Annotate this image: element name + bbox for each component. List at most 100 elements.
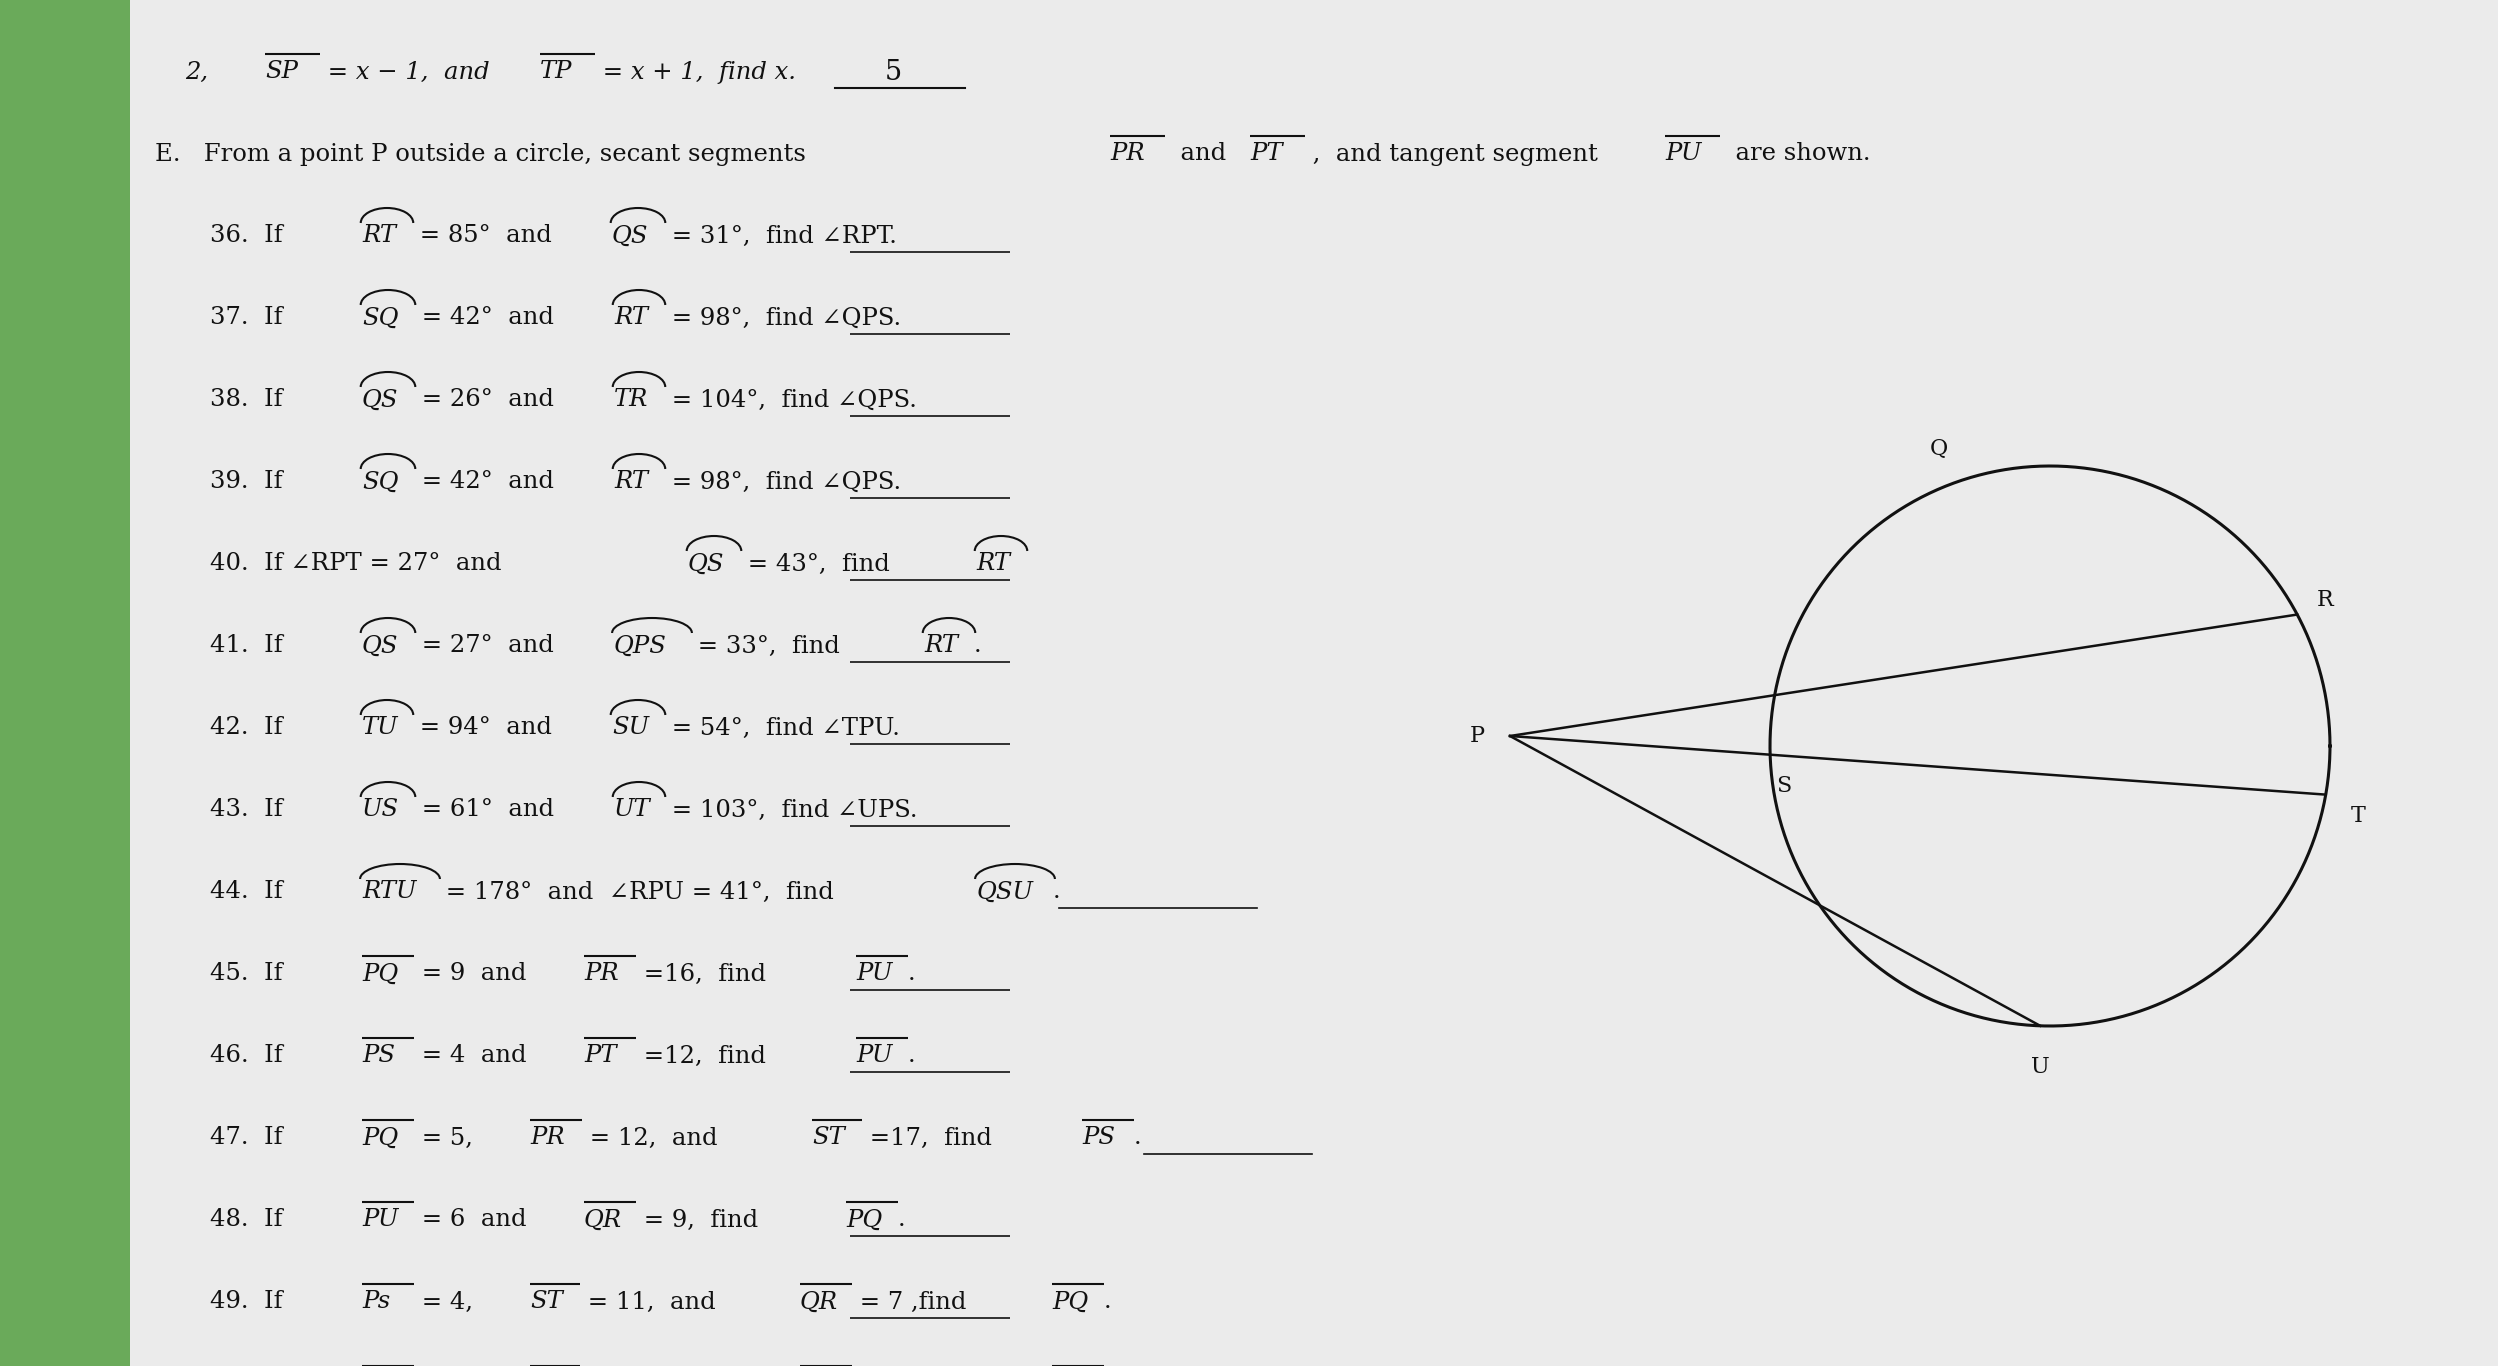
Text: Ps: Ps [362,1291,390,1314]
Text: PS: PS [1082,1127,1114,1150]
Text: ST: ST [812,1127,844,1150]
Text: = 4,: = 4, [415,1291,490,1314]
Text: and: and [1164,142,1242,165]
Text: PR: PR [1109,142,1144,165]
Text: = 103°,  find ∠UPS.: = 103°, find ∠UPS. [664,799,917,821]
Text: =16,  find: =16, find [637,963,782,985]
Text: PQ: PQ [847,1209,882,1232]
Text: = 12,  and: = 12, and [582,1127,732,1150]
Text: P: P [1469,725,1484,747]
Text: Q: Q [1931,437,1948,460]
Text: 40.  If ∠RPT = 27°  and: 40. If ∠RPT = 27° and [210,552,517,575]
Text: = 61°  and: = 61° and [415,799,570,821]
Text: = 5,: = 5, [415,1127,490,1150]
Text: 44.  If: 44. If [210,881,297,903]
Text: PU: PU [1666,142,1701,165]
Text: = 42°  and: = 42° and [415,306,570,329]
Text: =12,  find: =12, find [637,1045,782,1067]
Text: = 11,  and: = 11, and [580,1291,732,1314]
Text: RT: RT [924,634,959,657]
Text: = 178°  and  ∠RPU = 41°,  find: = 178° and ∠RPU = 41°, find [437,881,849,903]
Bar [0,0,130,1366]
Text: U: U [2031,1056,2048,1078]
Text: QSU: QSU [977,881,1034,903]
Text: 2,: 2, [185,60,225,83]
Text: = 9,  find: = 9, find [637,1209,774,1232]
Text: RT: RT [615,306,647,329]
Text: PQ: PQ [1052,1291,1089,1314]
Text: .: . [1134,1127,1142,1150]
Text: QR: QR [799,1291,839,1314]
Text: = 94°  and: = 94° and [412,717,567,739]
Text: R: R [2318,589,2333,611]
Text: RT: RT [362,224,397,247]
Text: QPS: QPS [615,634,667,657]
Text: 41.  If: 41. If [210,634,297,657]
Text: RTU: RTU [362,881,417,903]
Text: QS: QS [362,388,400,411]
Text: PQ: PQ [362,1127,397,1150]
Text: = 27°  and: = 27° and [415,634,570,657]
Text: E.   From a point P outside a circle, secant segments: E. From a point P outside a circle, seca… [155,142,814,165]
Text: PQ: PQ [362,963,397,985]
Text: UT: UT [615,799,649,821]
Text: PU: PU [362,1209,400,1232]
Text: PU: PU [857,963,892,985]
Text: 39.  If: 39. If [210,470,297,493]
Text: = 4  and: = 4 and [415,1045,542,1067]
Text: QR: QR [585,1209,622,1232]
Text: PT: PT [585,1045,617,1067]
Text: 47.  If: 47. If [210,1127,297,1150]
Text: TU: TU [362,717,400,739]
Text: .: . [907,1045,917,1067]
Text: = 9  and: = 9 and [415,963,542,985]
Text: = 54°,  find ∠TPU.: = 54°, find ∠TPU. [664,717,899,739]
Text: .: . [907,963,917,985]
Text: PR: PR [585,963,620,985]
Text: ,  and tangent segment: , and tangent segment [1304,142,1614,165]
Text: = 43°,  find: = 43°, find [739,552,904,575]
Text: QS: QS [362,634,400,657]
Text: = 98°,  find ∠QPS.: = 98°, find ∠QPS. [664,306,902,329]
Text: PS: PS [362,1045,395,1067]
Text: 37.  If: 37. If [210,306,297,329]
Text: T: T [2351,805,2366,826]
Text: RT: RT [615,470,647,493]
Text: = 31°,  find ∠RPT.: = 31°, find ∠RPT. [664,224,897,247]
Text: SQ: SQ [362,470,400,493]
Text: = 42°  and: = 42° and [415,470,570,493]
Text: S: S [1776,776,1791,798]
Text: = 7 ,find: = 7 ,find [852,1291,982,1314]
Text: TR: TR [615,388,649,411]
Text: .: . [1104,1291,1112,1314]
Text: = 6  and: = 6 and [415,1209,542,1232]
Text: .: . [897,1209,907,1232]
Text: PR: PR [530,1127,565,1150]
Text: 5: 5 [884,59,902,86]
Text: US: US [362,799,400,821]
Text: .: . [974,634,982,657]
Text: 38.  If: 38. If [210,388,297,411]
Text: PU: PU [857,1045,892,1067]
Text: SP: SP [265,60,297,83]
Text: are shown.: are shown. [1721,142,1871,165]
Text: PT: PT [1249,142,1281,165]
Text: 36.  If: 36. If [210,224,297,247]
Text: QS: QS [687,552,724,575]
Text: SU: SU [612,717,649,739]
Text: = 85°  and: = 85° and [412,224,567,247]
Text: RT: RT [977,552,1009,575]
Text: = 26°  and: = 26° and [415,388,570,411]
Text: 43.  If: 43. If [210,799,297,821]
Text: TP: TP [540,60,572,83]
Text: ST: ST [530,1291,562,1314]
Text: 45.  If: 45. If [210,963,297,985]
Text: 42.  If: 42. If [210,717,297,739]
Text: SQ: SQ [362,306,400,329]
Text: 46.  If: 46. If [210,1045,297,1067]
Text: = 98°,  find ∠QPS.: = 98°, find ∠QPS. [664,470,902,493]
Text: QS: QS [612,224,649,247]
Text: .: . [1054,881,1062,903]
Text: = x − 1,  and: = x − 1, and [320,60,505,83]
Text: = 33°,  find: = 33°, find [689,634,854,657]
